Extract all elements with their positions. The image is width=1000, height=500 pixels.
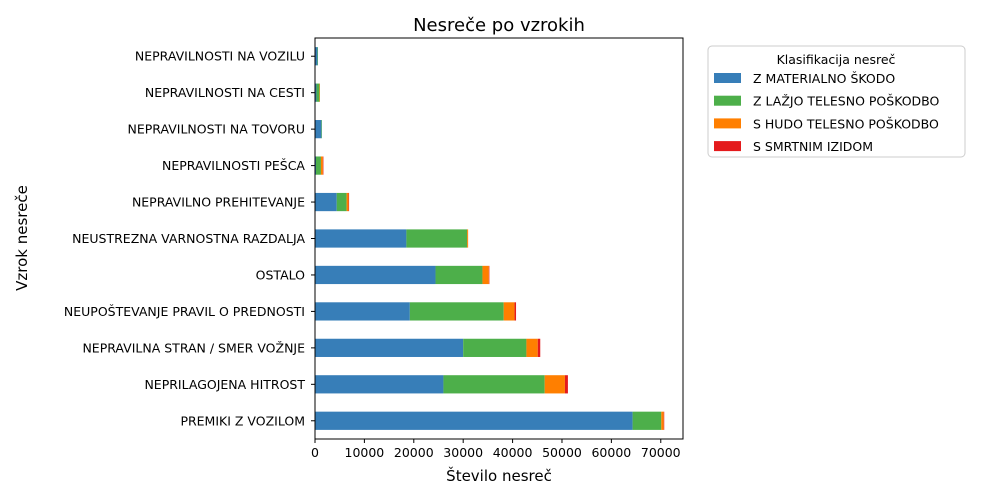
bar-segment-3-cat-2 [544, 375, 565, 394]
x-tick-label: 70000 [641, 445, 681, 460]
x-tick-label: 30000 [443, 445, 483, 460]
x-tick-label: 50000 [542, 445, 582, 460]
y-tick-label: NEUPOŠTEVANJE PRAVIL O PREDNOSTI [64, 304, 305, 319]
x-axis: 0 10000 20000 30000 40000 50000 60000 70000 [311, 439, 681, 460]
legend-title: Klasifikacija nesreč [777, 52, 896, 67]
y-tick-label: NEPRAVILNOSTI NA TOVORU [128, 122, 305, 137]
bar-segment-1-cat-2 [315, 375, 444, 394]
bar-segment-1-cat-6 [315, 229, 407, 248]
legend-box [707, 45, 966, 158]
y-tick-label: NEPRAVILNOSTI NA VOZILU [135, 49, 305, 64]
y-tick-label: NEUSTREZNA VARNOSTNA RAZDALJA [72, 231, 305, 246]
bar-segment-3-cat-3 [526, 338, 538, 357]
bar-segment-3-cat-7 [346, 192, 349, 212]
bar-segment-2-cat-7 [336, 192, 347, 212]
legend-swatch-3 [714, 118, 741, 129]
bar-segment-1-cat-11 [315, 47, 318, 66]
bar-segment-3-cat-5 [482, 265, 489, 285]
bar-segment-4-cat-3 [537, 338, 541, 357]
bar-segment-2-cat-8 [315, 156, 321, 175]
bar-segment-1-cat-5 [315, 265, 436, 285]
x-tick-label: 0 [311, 445, 319, 460]
legend-label-4: S SMRTNIM IZIDOM [753, 139, 873, 154]
bar-segment-2-cat-10 [316, 83, 320, 102]
bar-segment-2-cat-5 [435, 265, 483, 285]
bar-segment-2-cat-6 [406, 229, 468, 248]
y-tick-label: NEPRAVILNA STRAN / SMER VOŽNJE [82, 340, 305, 355]
y-tick-label: NEPRAVILNO PREHITEVANJE [132, 195, 305, 210]
x-tick-label: 20000 [394, 445, 434, 460]
bar-segment-3-cat-1 [661, 411, 664, 430]
bar-segment-3-cat-8 [320, 156, 323, 175]
bar-segment-2-cat-3 [463, 338, 527, 357]
bar-segment-1-cat-1 [315, 411, 633, 430]
x-axis-title: Število nesreč [446, 466, 552, 485]
bar-segment-1-cat-7 [315, 192, 337, 212]
legend-swatch-2 [714, 95, 741, 106]
bar-segment-1-cat-9 [315, 120, 322, 139]
y-tick-label: NEPRILAGOJENA HITROST [144, 377, 305, 392]
bar-segment-2-cat-1 [632, 411, 662, 430]
legend: Klasifikacija nesreč Z MATERIALNO ŠKODO Z… [707, 45, 966, 158]
bar-segment-1-cat-10 [315, 83, 317, 102]
legend-swatch-1 [714, 73, 741, 83]
bar-segment-1-cat-3 [315, 338, 464, 357]
bars-layer [315, 47, 665, 430]
legend-label-1: Z MATERIALNO ŠKODO [753, 71, 895, 86]
bar-segment-1-cat-4 [315, 302, 410, 321]
bar-segment-4-cat-2 [564, 375, 568, 394]
bar-segment-3-cat-4 [503, 302, 515, 321]
chart-title: Nesreče po vzrokih [413, 15, 585, 36]
y-tick-label: OSTALO [256, 267, 306, 282]
x-tick-label: 10000 [345, 445, 385, 460]
y-tick-label: PREMIKI Z VOZILOM [180, 413, 305, 428]
bar-segment-2-cat-2 [443, 375, 545, 394]
y-axis: PREMIKI Z VOZILOM NEPRILAGOJENA HITROST NE… [64, 49, 315, 428]
bar-segment-3-cat-6 [467, 229, 469, 248]
y-tick-label: NEPRAVILNOSTI PEŠCA [162, 158, 305, 173]
x-tick-label: 60000 [591, 445, 631, 460]
bar-segment-4-cat-4 [514, 302, 517, 321]
y-axis-title: Vzrok nesreče [13, 185, 31, 291]
y-tick-label: NEPRAVILNOSTI NA CESTI [145, 85, 305, 100]
x-tick-label: 40000 [493, 445, 533, 460]
legend-label-2: Z LAŽJO TELESNO POŠKODBO [753, 94, 940, 109]
bar-segment-2-cat-4 [409, 302, 504, 321]
legend-label-3: S HUDO TELESNO POŠKODBO [753, 116, 939, 131]
legend-swatch-4 [714, 141, 741, 152]
